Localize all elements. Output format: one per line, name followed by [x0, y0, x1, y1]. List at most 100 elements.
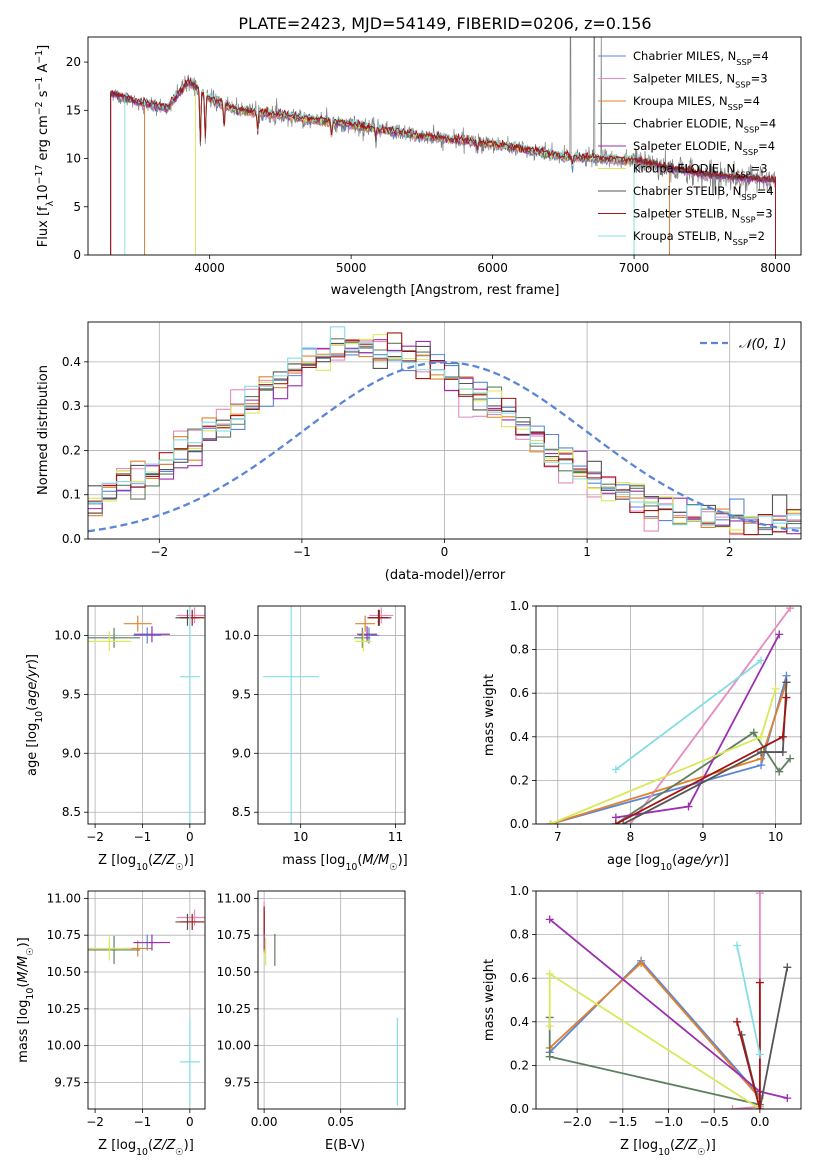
plot-area	[88, 326, 801, 536]
weight-marker-5	[684, 802, 693, 811]
weight-series-1	[550, 675, 788, 824]
x-tick-label: 5000	[336, 261, 367, 275]
model-spectrum-line-8	[110, 77, 776, 255]
weight-age-x-label: age [log10(age/yr)]	[607, 853, 729, 873]
y-tick-label: 10.25	[47, 1002, 81, 1016]
weight-marker-4	[749, 728, 758, 737]
y-tick-label: 0	[73, 248, 81, 262]
x-tick-label: 11	[388, 830, 403, 844]
x-tick-label: −1	[293, 545, 311, 559]
weight-series-7	[740, 967, 789, 1109]
x-tick-label: 8000	[760, 261, 791, 275]
age-vs-mass-panel: 10 11 8.5 9.0 9.5 10.0	[224, 605, 406, 844]
legend-label-normal: 𝒩(0, 1)	[739, 337, 786, 352]
weight-marker-2	[786, 606, 795, 613]
x-tick-label: 4000	[194, 261, 225, 275]
weight-marker-8	[778, 732, 787, 741]
y-tick-label: 10	[66, 152, 81, 166]
y-tick-label: 10.50	[47, 965, 81, 979]
axes-frame	[257, 605, 406, 825]
y-tick-label: 0.6	[510, 686, 529, 700]
mass-weight-vs-age-panel: 7 8 9 10 0.0 0.2 0.4 0.6 0.8 1.0	[510, 599, 802, 844]
y-tick-label: 0.2	[62, 443, 81, 457]
x-tick-label: −2	[150, 545, 168, 559]
x-tick-label: 8	[627, 830, 635, 844]
weight-series-5	[615, 633, 781, 819]
y-tick-label: 0.2	[510, 773, 529, 787]
y-tick-label: 1.0	[510, 884, 529, 898]
y-tick-label: 0.8	[510, 928, 529, 942]
age-z-x-label: Z [log10(Z/Z☉)]	[98, 853, 194, 873]
legend-label-4: Chabrier ELODIE, NSSP=4	[633, 117, 776, 135]
y-tick-label: 0.0	[62, 532, 81, 546]
plot-area	[110, 37, 776, 255]
x-tick-label: 1	[583, 545, 591, 559]
normal-pdf-curve	[88, 361, 801, 533]
y-tick-label: 5	[73, 200, 81, 214]
weight-marker-5	[545, 915, 554, 924]
weight-marker-7	[757, 748, 766, 757]
x-tick-label: −1	[134, 1115, 152, 1129]
y-tick-label: 10.0	[54, 628, 81, 642]
y-tick-label: 15	[66, 103, 81, 117]
weight-marker-8	[755, 978, 764, 987]
y-tick-label: 0.4	[62, 355, 81, 369]
weight-marker-4	[775, 767, 784, 776]
weight-marker-7	[782, 678, 791, 687]
x-tick-label: 0.00	[251, 1115, 278, 1129]
weight-age-y-label: mass weight	[482, 674, 497, 756]
y-tick-label: 0.6	[510, 971, 529, 985]
plot-area	[546, 606, 795, 824]
y-tick-label: 9.5	[232, 687, 251, 701]
weight-series-9	[615, 659, 762, 771]
y-tick-label: 20	[66, 55, 81, 69]
plot-area	[263, 902, 398, 1106]
axes-frame	[87, 890, 206, 1110]
weight-marker-4	[545, 1052, 554, 1061]
y-tick-label: 0.0	[510, 817, 529, 831]
x-tick-label: −2.0	[563, 1115, 592, 1129]
x-tick-label: 0	[186, 1115, 194, 1129]
age-mass-x-label: mass [log10(M/M☉)]	[282, 853, 408, 873]
plot-area	[263, 606, 394, 824]
axes-frame	[87, 605, 206, 825]
x-tick-label: 7000	[619, 261, 650, 275]
weight-marker-6	[771, 684, 780, 693]
y-tick-label: 1.0	[510, 599, 529, 613]
y-tick-label: 0.1	[62, 488, 81, 502]
y-tick-label: 10.00	[47, 1039, 81, 1053]
weight-marker-6	[545, 1022, 554, 1031]
spectrum-y-label: Flux [fλ10−17 erg cm−2 s−1 A−1]	[34, 45, 56, 247]
legend-label-9: Kroupa STELIB, NSSP=2	[633, 229, 765, 247]
axes-frame	[535, 605, 802, 825]
page-title: PLATE=2423, MJD=54149, FIBERID=0206, z=0…	[238, 14, 651, 33]
y-tick-label: 0.4	[510, 730, 529, 744]
x-tick-label: 7	[554, 830, 562, 844]
weight-series-3	[549, 961, 761, 1099]
x-tick-label: 9	[699, 830, 707, 844]
weight-marker-2	[728, 1105, 737, 1109]
y-tick-label: 0.3	[62, 399, 81, 413]
x-tick-label: 10	[768, 830, 783, 844]
residual-histogram-panel: −2 −1 0 1 2 0.0 0.1 0.2 0.3 0.4	[62, 321, 802, 559]
observed-spectrum-line	[110, 37, 776, 200]
legend-label-6: Kroupa ELODIE, NSSP=3	[633, 162, 768, 180]
y-tick-label: 10.0	[224, 628, 251, 642]
mass-z-y-label: mass [log10(M/M☉)]	[16, 937, 36, 1063]
y-tick-label: 9.75	[224, 1075, 251, 1089]
legend-label-2: Salpeter MILES, NSSP=3	[633, 72, 768, 90]
y-tick-label: 0.8	[510, 643, 529, 657]
y-tick-label: 11.00	[47, 891, 81, 905]
plot-area	[88, 606, 205, 824]
y-tick-label: 8.5	[232, 805, 251, 819]
weight-z-y-label: mass weight	[482, 959, 497, 1041]
y-tick-label: 0.4	[510, 1015, 529, 1029]
y-tick-label: 9.75	[54, 1075, 81, 1089]
weight-marker-8	[611, 820, 620, 824]
weight-series-9	[736, 945, 761, 1055]
weight-z-x-label: Z [log10(Z/Z☉)]	[620, 1138, 716, 1158]
plot-area	[88, 909, 205, 1106]
weight-marker-9	[611, 765, 620, 774]
weight-series-1	[549, 959, 761, 1097]
